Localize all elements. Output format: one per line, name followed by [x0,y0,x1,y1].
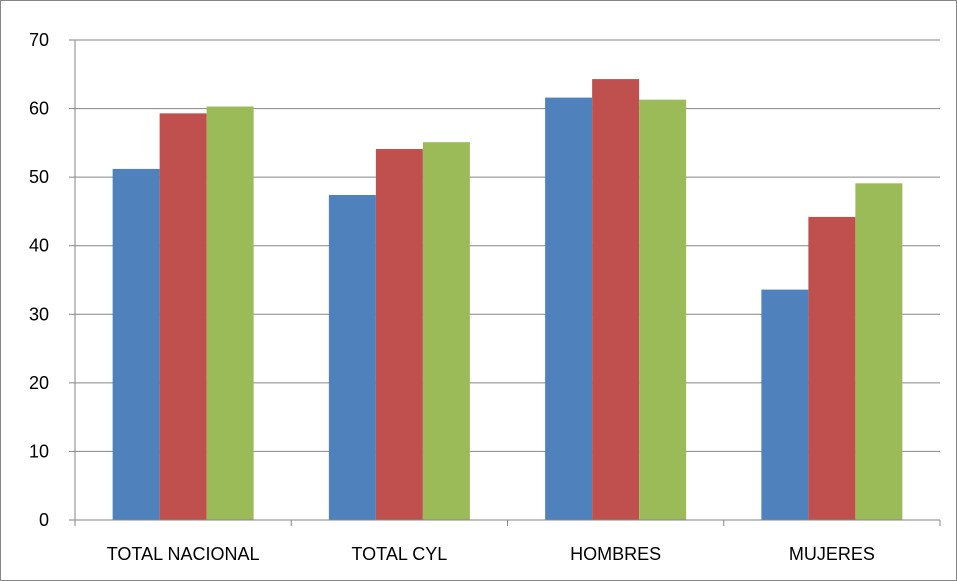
y-tick-label: 30 [29,304,49,324]
bar-series-2-mujeres [808,216,856,520]
y-tick-label: 70 [29,30,49,50]
y-tick-label: 0 [39,510,49,530]
bar-series-1-mujeres [761,289,809,520]
bar-series-3-mujeres [855,183,903,521]
x-category-label: HOMBRES [570,544,661,564]
y-tick-label: 10 [29,441,49,461]
bar-series-1-total-cyl [328,194,376,520]
y-tick-label: 60 [29,99,49,119]
bar-series-2-total-nacional [159,113,207,520]
y-tick-label: 20 [29,373,49,393]
x-category-label: TOTAL CYL [352,544,448,564]
y-tick-label: 50 [29,167,49,187]
x-category-label: MUJERES [789,544,875,564]
labels: 0 10 20 30 40 50 60 70 TOTAL NACIONAL TOTAL CYL HO… [29,30,875,564]
bar-series-3-total-nacional [206,106,254,520]
axes [69,39,941,526]
y-tick-label: 40 [29,236,49,256]
bar-series-2-hombres [592,79,640,520]
bar-series-1-hombres [545,97,593,520]
bar-series-3-total-cyl [422,142,470,520]
bar-series-1-total-nacional [112,168,160,520]
bars [112,79,903,521]
bar-series-3-hombres [639,99,687,521]
x-category-label: TOTAL NACIONAL [107,544,260,564]
bar-series-2-total-cyl [375,149,423,520]
